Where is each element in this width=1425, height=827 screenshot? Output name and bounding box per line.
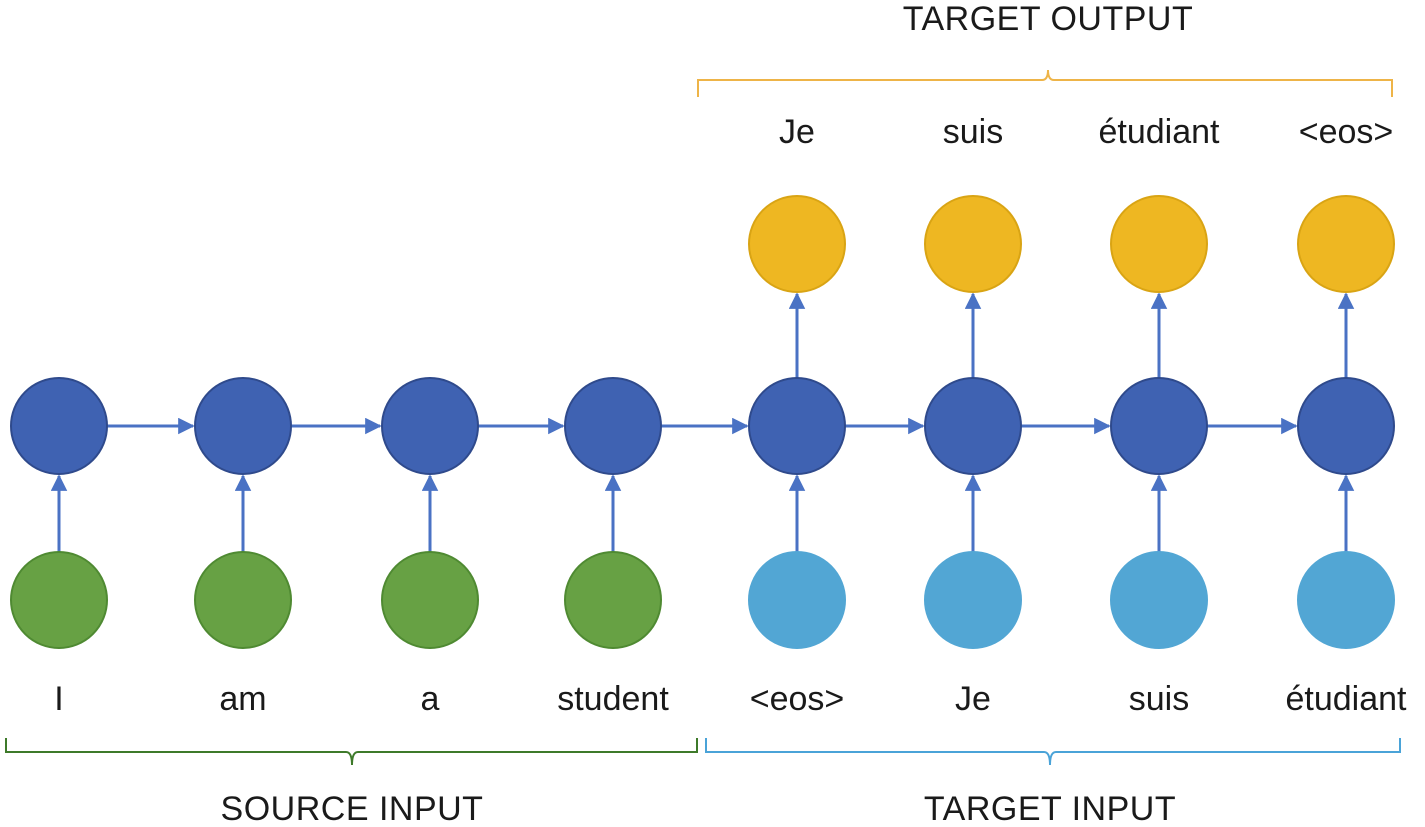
target-output-bracket (697, 69, 1393, 97)
encoder-hidden-node (194, 377, 292, 475)
source-input-node (10, 551, 108, 649)
source-token: student (557, 680, 669, 718)
target-input-bracket (705, 738, 1401, 766)
input-nodes (10, 551, 1395, 649)
target-input-node (1297, 551, 1395, 649)
target-output-words: Je suis étudiant <eos> (779, 113, 1393, 151)
encoder-hidden-node (10, 377, 108, 475)
target-output-node (1110, 195, 1208, 293)
output-nodes (748, 195, 1395, 293)
target-input-token: suis (1129, 680, 1189, 718)
decoder-hidden-node (924, 377, 1022, 475)
target-input-label: TARGET INPUT (924, 790, 1176, 827)
target-input-token: <eos> (750, 680, 845, 718)
source-input-node (194, 551, 292, 649)
target-output-token: étudiant (1099, 113, 1221, 151)
decoder-hidden-node (1110, 377, 1208, 475)
source-token: am (219, 680, 266, 718)
decoder-hidden-node (1297, 377, 1395, 475)
target-input-node (1110, 551, 1208, 649)
source-input-label: SOURCE INPUT (221, 790, 484, 827)
target-output-label: TARGET OUTPUT (903, 0, 1193, 38)
target-output-node (1297, 195, 1395, 293)
source-input-node (381, 551, 479, 649)
target-input-node (748, 551, 846, 649)
encoder-hidden-node (381, 377, 479, 475)
hidden-nodes (10, 377, 1395, 475)
target-output-token: <eos> (1299, 113, 1394, 151)
target-input-token: Je (955, 680, 991, 718)
source-token: I (54, 680, 63, 718)
arrows (50, 292, 1355, 552)
source-input-bracket (5, 738, 698, 766)
decoder-hidden-node (748, 377, 846, 475)
target-output-token: Je (779, 113, 815, 151)
target-output-node (924, 195, 1022, 293)
target-output-node (748, 195, 846, 293)
target-input-token: étudiant (1286, 680, 1408, 718)
encoder-hidden-node (564, 377, 662, 475)
source-input-node (564, 551, 662, 649)
target-input-node (924, 551, 1022, 649)
source-token: a (421, 680, 440, 718)
target-output-token: suis (943, 113, 1003, 151)
